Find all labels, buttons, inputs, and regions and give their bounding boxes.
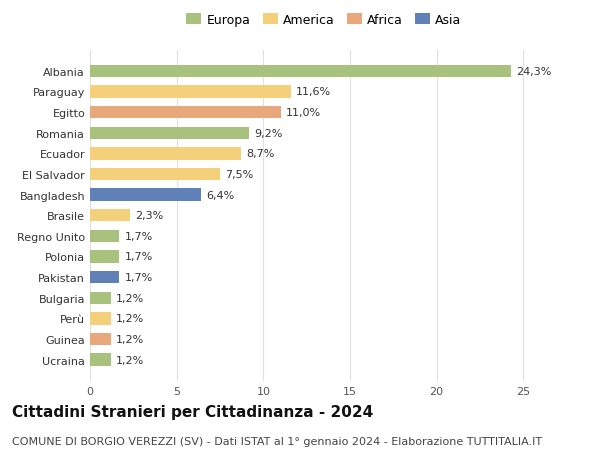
Text: 1,2%: 1,2% [116,313,144,324]
Text: 7,5%: 7,5% [225,169,253,179]
Bar [90,292,111,304]
Bar [90,271,119,284]
Bar [90,168,220,181]
Text: 1,7%: 1,7% [125,231,153,241]
Text: 6,4%: 6,4% [206,190,235,200]
Bar [90,251,119,263]
Bar [90,230,119,242]
Bar [90,86,291,98]
Text: 2,3%: 2,3% [135,211,163,221]
Bar [90,333,111,345]
Bar [90,148,241,160]
Bar [90,106,281,119]
Legend: Europa, America, Africa, Asia: Europa, America, Africa, Asia [187,14,461,27]
Text: COMUNE DI BORGIO VEREZZI (SV) - Dati ISTAT al 1° gennaio 2024 - Elaborazione TUT: COMUNE DI BORGIO VEREZZI (SV) - Dati IST… [12,436,542,446]
Bar [90,189,201,202]
Text: 8,7%: 8,7% [246,149,274,159]
Text: 1,2%: 1,2% [116,293,144,303]
Text: 11,0%: 11,0% [286,108,321,118]
Bar [90,66,511,78]
Text: 11,6%: 11,6% [296,87,331,97]
Text: Cittadini Stranieri per Cittadinanza - 2024: Cittadini Stranieri per Cittadinanza - 2… [12,404,373,419]
Bar [90,210,130,222]
Bar [90,127,250,140]
Text: 24,3%: 24,3% [517,67,552,77]
Text: 1,7%: 1,7% [125,252,153,262]
Bar [90,313,111,325]
Bar [90,353,111,366]
Text: 1,7%: 1,7% [125,273,153,282]
Text: 1,2%: 1,2% [116,334,144,344]
Text: 1,2%: 1,2% [116,355,144,365]
Text: 9,2%: 9,2% [254,129,283,139]
